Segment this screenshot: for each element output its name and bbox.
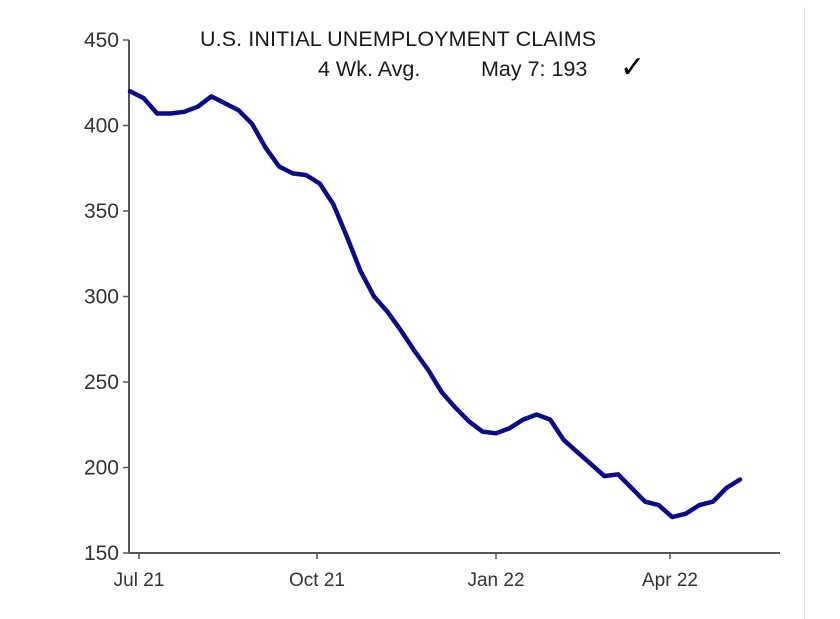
y-axis-labels: 150 200 250 300 350 400 450 (84, 29, 119, 565)
checkmark-icon: ✓ (620, 50, 646, 85)
x-axis-labels: Jul 21 Oct 21 Jan 22 Apr 22 (114, 570, 698, 591)
chart-subtitle: 4 Wk. Avg. (318, 57, 421, 81)
y-tick-label: 350 (84, 200, 119, 223)
latest-value-annotation: May 7: 193 (481, 57, 588, 81)
x-tick-label: Apr 22 (642, 570, 698, 591)
y-tick-label: 300 (84, 286, 119, 309)
y-tick-label: 150 (84, 542, 119, 565)
y-tick-label: 450 (84, 29, 119, 52)
x-tick-label: Jan 22 (467, 570, 524, 591)
axes (123, 39, 780, 559)
y-tick-label: 200 (84, 457, 119, 480)
x-tick-label: Oct 21 (289, 570, 345, 591)
frame-edge (804, 7, 805, 619)
y-tick-label: 250 (84, 371, 119, 394)
claims-series-line (127, 89, 743, 520)
y-tick-label: 400 (84, 115, 119, 138)
chart-title: U.S. INITIAL UNEMPLOYMENT CLAIMS (200, 27, 597, 51)
x-tick-label: Jul 21 (114, 570, 165, 591)
